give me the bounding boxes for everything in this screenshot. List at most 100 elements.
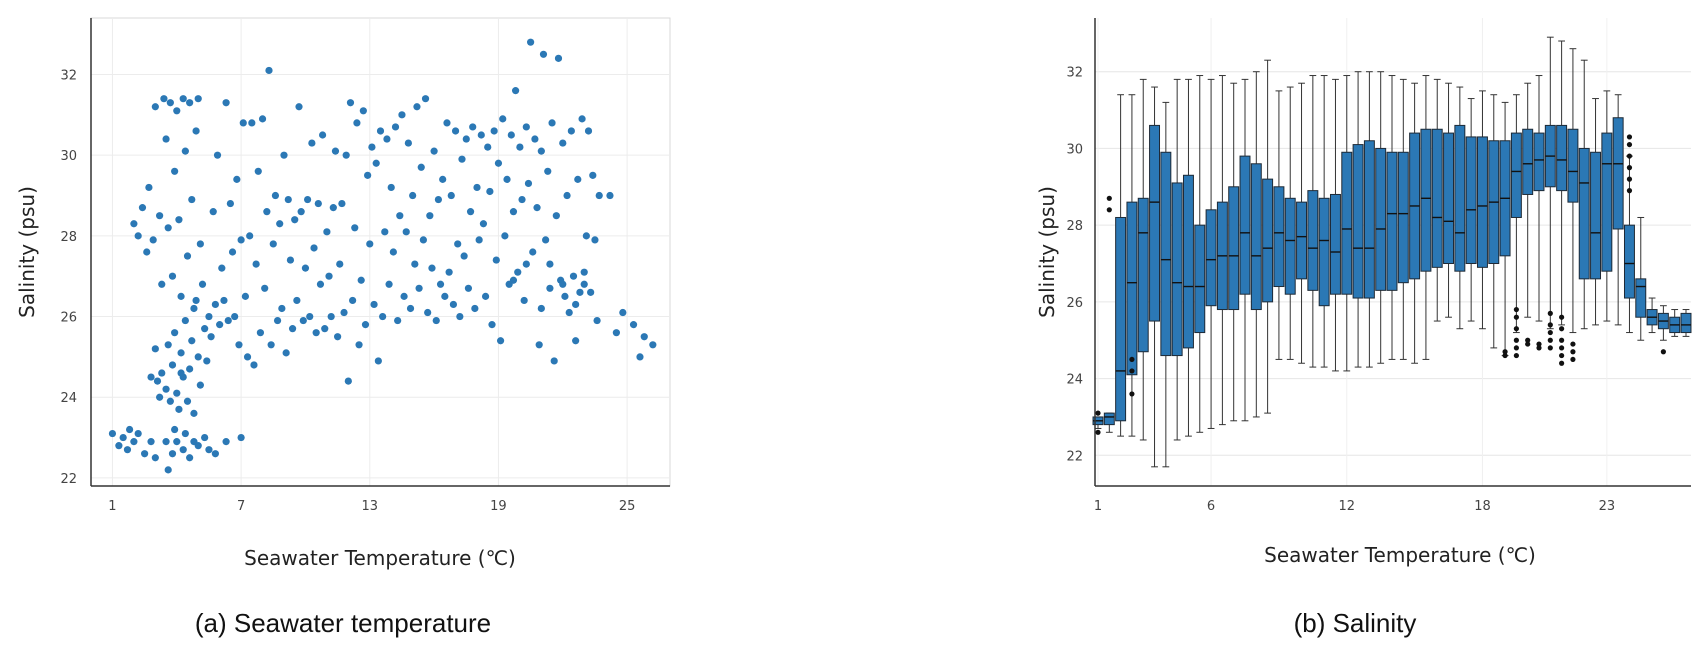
- box-outlier: [1559, 345, 1565, 351]
- scatter-point: [524, 179, 533, 188]
- x-tick-label: 12: [1338, 499, 1355, 514]
- scatter-point: [186, 99, 194, 107]
- box-outlier: [1547, 337, 1553, 343]
- box-outlier: [1559, 314, 1565, 320]
- scatter-y-tick-labels: 22 24 26 28 30 32: [60, 68, 77, 486]
- scatter-point: [434, 195, 442, 204]
- y-tick-label: 26: [60, 311, 77, 326]
- scatter-point: [565, 308, 573, 317]
- scatter-point: [554, 54, 563, 62]
- scatter-point: [196, 240, 204, 248]
- box-iqr: [1635, 278, 1647, 318]
- scatter-point: [334, 333, 342, 341]
- scatter-point: [587, 288, 595, 296]
- scatter-point: [522, 260, 530, 268]
- scatter-point: [156, 393, 164, 401]
- box-outlier: [1502, 352, 1508, 359]
- scatter-point: [595, 191, 603, 200]
- box-outlier: [1095, 410, 1101, 416]
- scatter-point: [177, 292, 185, 300]
- scatter-point: [537, 304, 545, 313]
- y-tick-label: 30: [1066, 142, 1083, 157]
- scatter-point: [173, 438, 181, 446]
- scatter-point: [578, 115, 586, 123]
- box-outlier: [1129, 391, 1135, 397]
- scatter-point: [231, 312, 239, 321]
- boxplot-caption: (b) Salinity: [1294, 608, 1417, 638]
- box-iqr: [1590, 151, 1602, 280]
- scatter-point: [194, 95, 202, 103]
- scatter-point: [355, 341, 363, 349]
- scatter-point: [563, 191, 571, 200]
- scatter-point: [164, 466, 172, 474]
- box-outlier: [1660, 349, 1666, 355]
- scatter-point: [258, 115, 267, 123]
- box-outlier: [1525, 341, 1531, 347]
- scatter-point: [396, 212, 404, 220]
- scatter-point: [130, 438, 138, 446]
- x-tick-label: 6: [1207, 499, 1215, 514]
- scatter-point: [385, 280, 393, 288]
- y-tick-label: 30: [60, 149, 77, 164]
- scatter-point: [379, 312, 387, 321]
- y-tick-label: 28: [1066, 219, 1083, 234]
- scatter-point: [419, 236, 427, 244]
- box-iqr: [1137, 197, 1149, 353]
- scatter-point: [492, 256, 500, 264]
- scatter-point: [278, 304, 286, 313]
- scatter-point: [321, 325, 329, 333]
- scatter-point: [469, 123, 477, 131]
- box-outlier: [1129, 368, 1135, 374]
- scatter-point: [329, 204, 337, 212]
- scatter-point: [351, 224, 359, 232]
- scatter-point: [237, 236, 245, 244]
- box-iqr: [1567, 128, 1579, 203]
- scatter-point: [531, 135, 539, 143]
- scatter-point: [233, 175, 241, 183]
- scatter-point: [211, 300, 219, 309]
- scatter-point: [477, 131, 485, 139]
- scatter-point: [280, 151, 288, 159]
- box-outlier: [1106, 195, 1112, 201]
- scatter-point: [226, 199, 234, 208]
- x-tick-label: 23: [1599, 499, 1616, 514]
- scatter-point: [449, 300, 458, 309]
- scatter-point: [376, 127, 385, 135]
- scatter-point: [224, 316, 232, 325]
- scatter-point: [269, 240, 277, 248]
- boxplot-x-axis-label: Seawater Temperature (℃): [1264, 543, 1536, 567]
- scatter-point: [308, 139, 316, 147]
- scatter-point: [265, 66, 273, 75]
- y-tick-label: 32: [1066, 66, 1083, 81]
- scatter-point: [466, 208, 475, 216]
- scatter-point: [119, 433, 127, 442]
- x-tick-label: 1: [108, 499, 116, 514]
- scatter-point: [548, 119, 556, 127]
- scatter-point: [177, 349, 185, 357]
- box-iqr: [1262, 178, 1274, 303]
- scatter-point: [162, 135, 170, 143]
- scatter-point: [325, 272, 333, 280]
- scatter-point: [569, 272, 578, 280]
- box-iqr: [1182, 174, 1194, 349]
- scatter-point: [421, 95, 430, 103]
- box-outlier: [1626, 153, 1633, 159]
- scatter-point: [134, 429, 142, 438]
- scatter-point: [640, 333, 648, 341]
- scatter-point: [190, 438, 198, 446]
- scatter-point: [344, 377, 352, 385]
- scatter-point: [291, 216, 299, 224]
- scatter-point: [299, 316, 307, 325]
- scatter-point: [130, 220, 138, 228]
- scatter-point: [443, 119, 451, 127]
- scatter-point: [306, 312, 314, 321]
- scatter-point: [222, 99, 230, 107]
- scatter-point: [567, 127, 575, 135]
- y-tick-label: 22: [60, 472, 77, 487]
- scatter-point: [349, 296, 357, 305]
- scatter-point: [509, 276, 518, 284]
- scatter-point: [286, 256, 295, 264]
- y-tick-label: 32: [60, 68, 77, 83]
- box-iqr: [1284, 197, 1296, 295]
